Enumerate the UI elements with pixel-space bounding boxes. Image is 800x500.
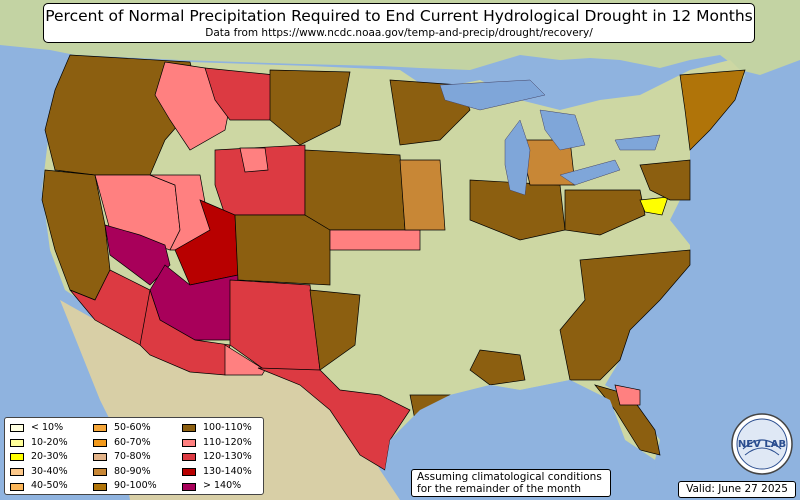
assumption-note: Assuming climatological conditions for t… bbox=[411, 469, 611, 497]
legend-column-2: 50-60% 60-70% 70-80% 80-90% 90-100% bbox=[93, 421, 157, 494]
legend-label: 80-90% bbox=[114, 465, 151, 477]
legend-item: 10-20% bbox=[10, 436, 68, 451]
legend-label: > 140% bbox=[203, 480, 242, 492]
legend-item: 40-50% bbox=[10, 479, 68, 494]
legend-swatch bbox=[10, 424, 24, 433]
legend-item: 110-120% bbox=[182, 436, 252, 451]
legend-item: 120-130% bbox=[182, 450, 252, 465]
legend-swatch bbox=[10, 482, 24, 491]
legend-swatch bbox=[182, 438, 196, 447]
legend-label: 40-50% bbox=[31, 480, 68, 492]
legend-label: 120-130% bbox=[203, 451, 252, 463]
title-box: Percent of Normal Precipitation Required… bbox=[43, 3, 755, 43]
legend-item: 90-100% bbox=[93, 479, 157, 494]
legend-swatch bbox=[93, 438, 107, 447]
map-subtitle: Data from https://www.ncdc.noaa.gov/temp… bbox=[205, 27, 593, 39]
legend-item: 80-90% bbox=[93, 465, 157, 480]
legend-label: 60-70% bbox=[114, 436, 151, 448]
legend-label: 10-20% bbox=[31, 436, 68, 448]
legend: < 10% 10-20% 20-30% 30-40% 40-50% 50-60% 60-7… bbox=[4, 417, 264, 495]
legend-item: 70-80% bbox=[93, 450, 157, 465]
legend-label: 100-110% bbox=[203, 422, 252, 433]
legend-label: 70-80% bbox=[114, 451, 151, 463]
legend-swatch bbox=[182, 468, 196, 477]
legend-swatch bbox=[182, 424, 196, 433]
drought-regions bbox=[41, 54, 746, 471]
legend-swatch bbox=[93, 468, 107, 477]
legend-label: < 10% bbox=[31, 422, 64, 433]
legend-swatch bbox=[10, 468, 24, 477]
legend-label: 90-100% bbox=[114, 480, 157, 492]
legend-item: < 10% bbox=[10, 421, 68, 436]
assumption-line-1: Assuming climatological conditions bbox=[417, 471, 602, 483]
legend-swatch bbox=[93, 424, 107, 433]
legend-item: 60-70% bbox=[93, 436, 157, 451]
legend-label: 130-140% bbox=[203, 465, 252, 477]
legend-item: 100-110% bbox=[182, 421, 252, 436]
assumption-line-2: for the remainder of the month bbox=[417, 483, 582, 495]
legend-column-3: 100-110% 110-120% 120-130% 130-140% > 140% bbox=[182, 421, 252, 494]
legend-item: 20-30% bbox=[10, 450, 68, 465]
great-lakes bbox=[439, 79, 661, 196]
logo-text: NEV LAB bbox=[738, 439, 786, 450]
legend-label: 110-120% bbox=[203, 436, 252, 448]
legend-swatch bbox=[93, 482, 107, 491]
legend-swatch bbox=[182, 453, 196, 462]
nevlab-logo: NEV LAB bbox=[731, 413, 793, 475]
legend-label: 30-40% bbox=[31, 465, 68, 477]
legend-item: 30-40% bbox=[10, 465, 68, 480]
legend-item: > 140% bbox=[182, 479, 252, 494]
legend-item: 50-60% bbox=[93, 421, 157, 436]
map-title: Percent of Normal Precipitation Required… bbox=[45, 7, 753, 25]
legend-swatch bbox=[182, 482, 196, 491]
legend-column-1: < 10% 10-20% 20-30% 30-40% 40-50% bbox=[10, 421, 68, 494]
legend-swatch bbox=[10, 453, 24, 462]
legend-label: 50-60% bbox=[114, 422, 151, 433]
valid-date: Valid: June 27 2025 bbox=[678, 481, 796, 498]
legend-swatch bbox=[10, 438, 24, 447]
legend-item: 130-140% bbox=[182, 465, 252, 480]
legend-label: 20-30% bbox=[31, 451, 68, 463]
legend-swatch bbox=[93, 453, 107, 462]
